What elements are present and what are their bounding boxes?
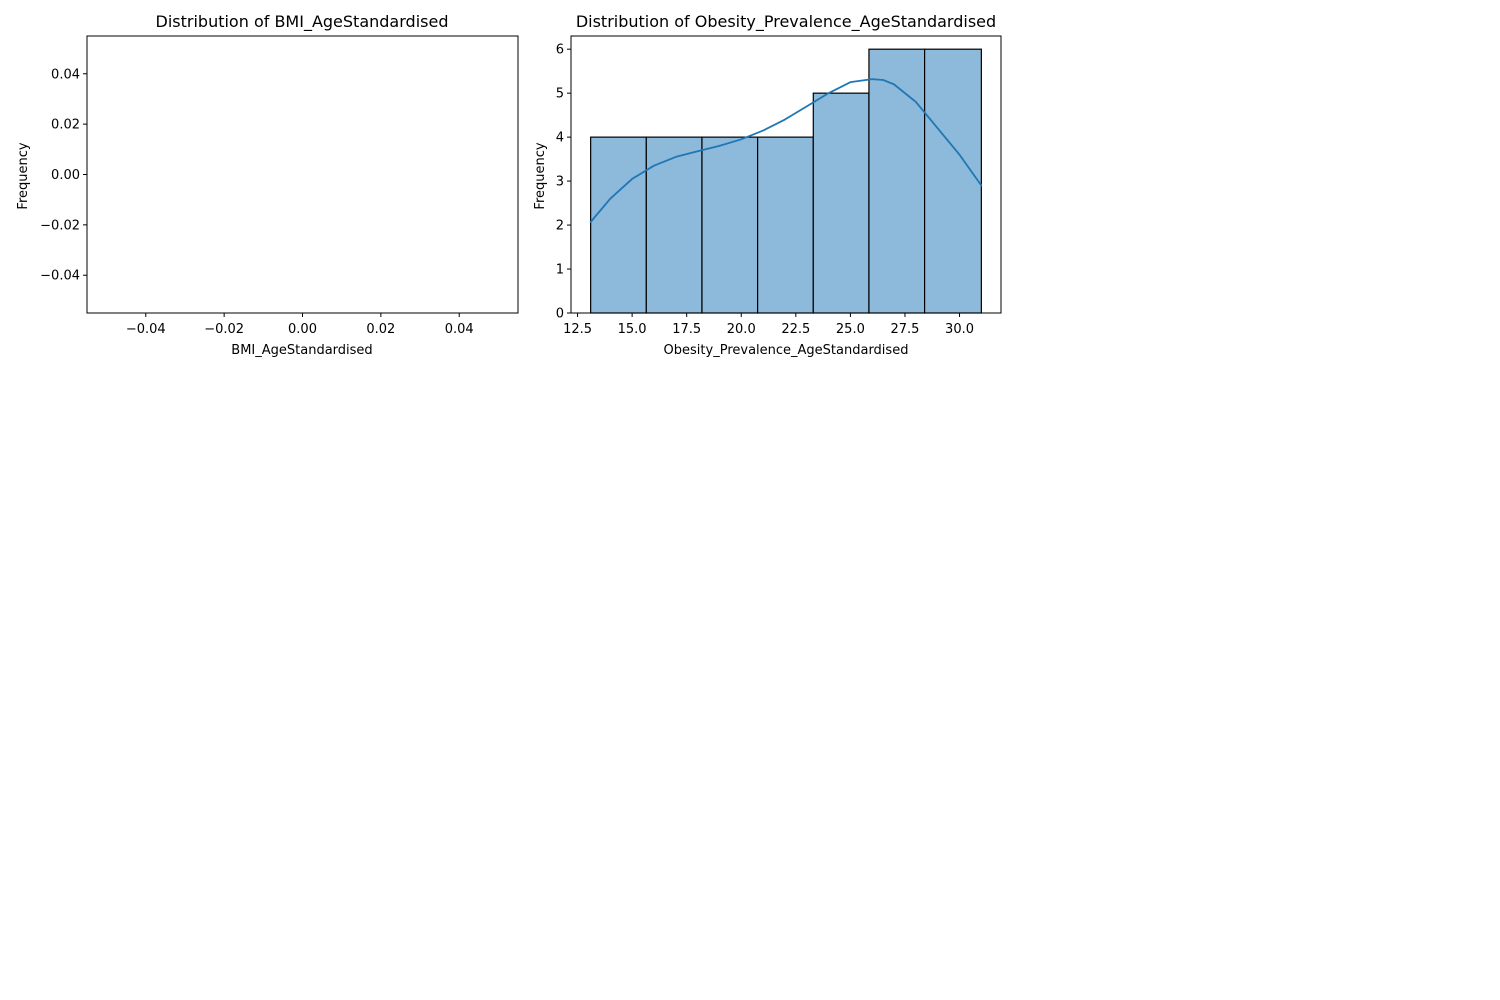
histogram-bar	[590, 136, 647, 314]
axes-frame	[570, 35, 1002, 314]
histogram-bar	[645, 136, 703, 314]
x-tick-label: 30.0	[945, 322, 974, 337]
y-axis-label: Frequency	[16, 142, 31, 209]
y-tick-label: 4	[556, 131, 564, 146]
y-tick-label: 2	[556, 219, 564, 234]
axes-frame	[86, 35, 519, 314]
x-tick-label: 0.00	[288, 322, 317, 337]
y-tick-label: −0.04	[40, 269, 80, 284]
y-tick-label: 3	[556, 175, 564, 190]
chart-obesity: Distribution of Obesity_Prevalence_AgeSt…	[533, 12, 1002, 358]
y-tick-label: 1	[556, 263, 564, 278]
y-axis: −0.04 −0.02 0.00 0.02 0.04	[40, 67, 87, 284]
kde-line	[589, 78, 983, 223]
y-tick-label: −0.02	[40, 218, 80, 233]
y-tick-label: 0.04	[51, 67, 80, 82]
x-tick-label: 22.5	[781, 322, 810, 337]
y-tick-label: 6	[556, 43, 564, 58]
plot-area	[589, 48, 983, 314]
histogram-bar	[868, 48, 926, 314]
x-tick-label: 20.0	[727, 322, 756, 337]
x-tick-label: 12.5	[563, 322, 592, 337]
x-tick-label: 17.5	[672, 322, 701, 337]
x-tick-label: 15.0	[618, 322, 647, 337]
x-axis-label: BMI_AgeStandardised	[231, 343, 372, 358]
histogram-bar	[757, 136, 814, 314]
histogram-bar	[701, 136, 759, 314]
x-tick-label: −0.02	[204, 322, 244, 337]
x-axis: −0.04 −0.02 0.00 0.02 0.04	[126, 313, 474, 337]
x-tick-label: 0.04	[445, 322, 474, 337]
y-tick-label: 0	[556, 307, 564, 322]
y-axis-label: Frequency	[533, 142, 548, 209]
chart-title: Distribution of Obesity_Prevalence_AgeSt…	[576, 12, 996, 32]
x-axis: 12.5 15.0 17.5 20.0 22.5 25.0 27.5 30.0	[563, 313, 974, 337]
histogram-bar	[812, 92, 870, 314]
y-tick-label: 0.00	[51, 168, 80, 183]
y-tick-label: 0.02	[51, 118, 80, 133]
x-axis-label: Obesity_Prevalence_AgeStandardised	[664, 343, 909, 358]
y-tick-label: 5	[556, 87, 564, 102]
x-tick-label: −0.04	[126, 322, 166, 337]
x-tick-label: 27.5	[890, 322, 919, 337]
histogram-bar	[924, 48, 982, 314]
chart-bmi: Distribution of BMI_AgeStandardised −0.0…	[16, 12, 519, 358]
x-tick-label: 25.0	[836, 322, 865, 337]
chart-title: Distribution of BMI_AgeStandardised	[156, 12, 449, 32]
y-axis: 0 1 2 3 4 5 6	[556, 43, 571, 322]
x-tick-label: 0.02	[366, 322, 395, 337]
